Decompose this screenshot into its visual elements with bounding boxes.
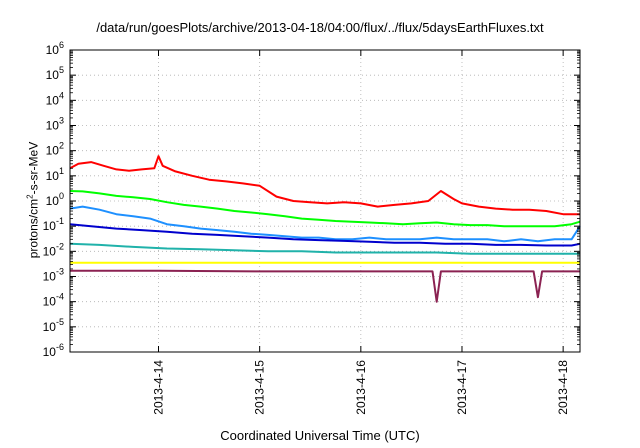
- y-tick-label: 10-2: [43, 241, 64, 258]
- series-line-1: [69, 155, 580, 216]
- grid-lines: [70, 49, 580, 353]
- y-tick-label: 10-3: [43, 267, 64, 284]
- y-tick-label: 102: [46, 141, 64, 158]
- series-line-7: [70, 269, 580, 303]
- series-line-4: [69, 223, 581, 247]
- y-tick-label: 10-6: [43, 342, 64, 359]
- x-ticks: 2013-4-14 2013-4-15 2013-4-16 2013-4-17 2013…: [152, 50, 570, 415]
- y-tick-label: 10-1: [43, 216, 64, 233]
- x-tick-label: 2013-4-15: [253, 360, 267, 415]
- y-tick-label: 106: [46, 40, 64, 57]
- x-tick-label: 2013-4-14: [152, 360, 166, 415]
- y-tick-label: 100: [46, 191, 64, 208]
- y-tick-label: 10-4: [43, 292, 64, 309]
- series-layer: [69, 155, 581, 303]
- y-tick-label: 105: [46, 65, 64, 82]
- series-line-3: [69, 205, 581, 243]
- x-tick-label: 2013-4-16: [354, 360, 368, 415]
- series-line-5: [69, 242, 580, 255]
- y-tick-label: 104: [46, 90, 64, 107]
- y-tick-label: 101: [46, 166, 64, 183]
- chart-title: /data/run/goesPlots/archive/2013-04-18/0…: [96, 20, 544, 35]
- y-tick-label: 10-5: [43, 317, 64, 334]
- y-tick-label: 103: [46, 116, 64, 133]
- x-axis-label: Coordinated Universal Time (UTC): [220, 428, 420, 443]
- x-tick-label: 2013-4-17: [455, 360, 469, 415]
- series-line-2: [69, 190, 581, 228]
- y-ticks: 106 105 104 103 102 101 100 10-1 10-2 10-3 10-4 10-…: [43, 40, 580, 359]
- x-tick-label: 2013-4-18: [556, 360, 570, 415]
